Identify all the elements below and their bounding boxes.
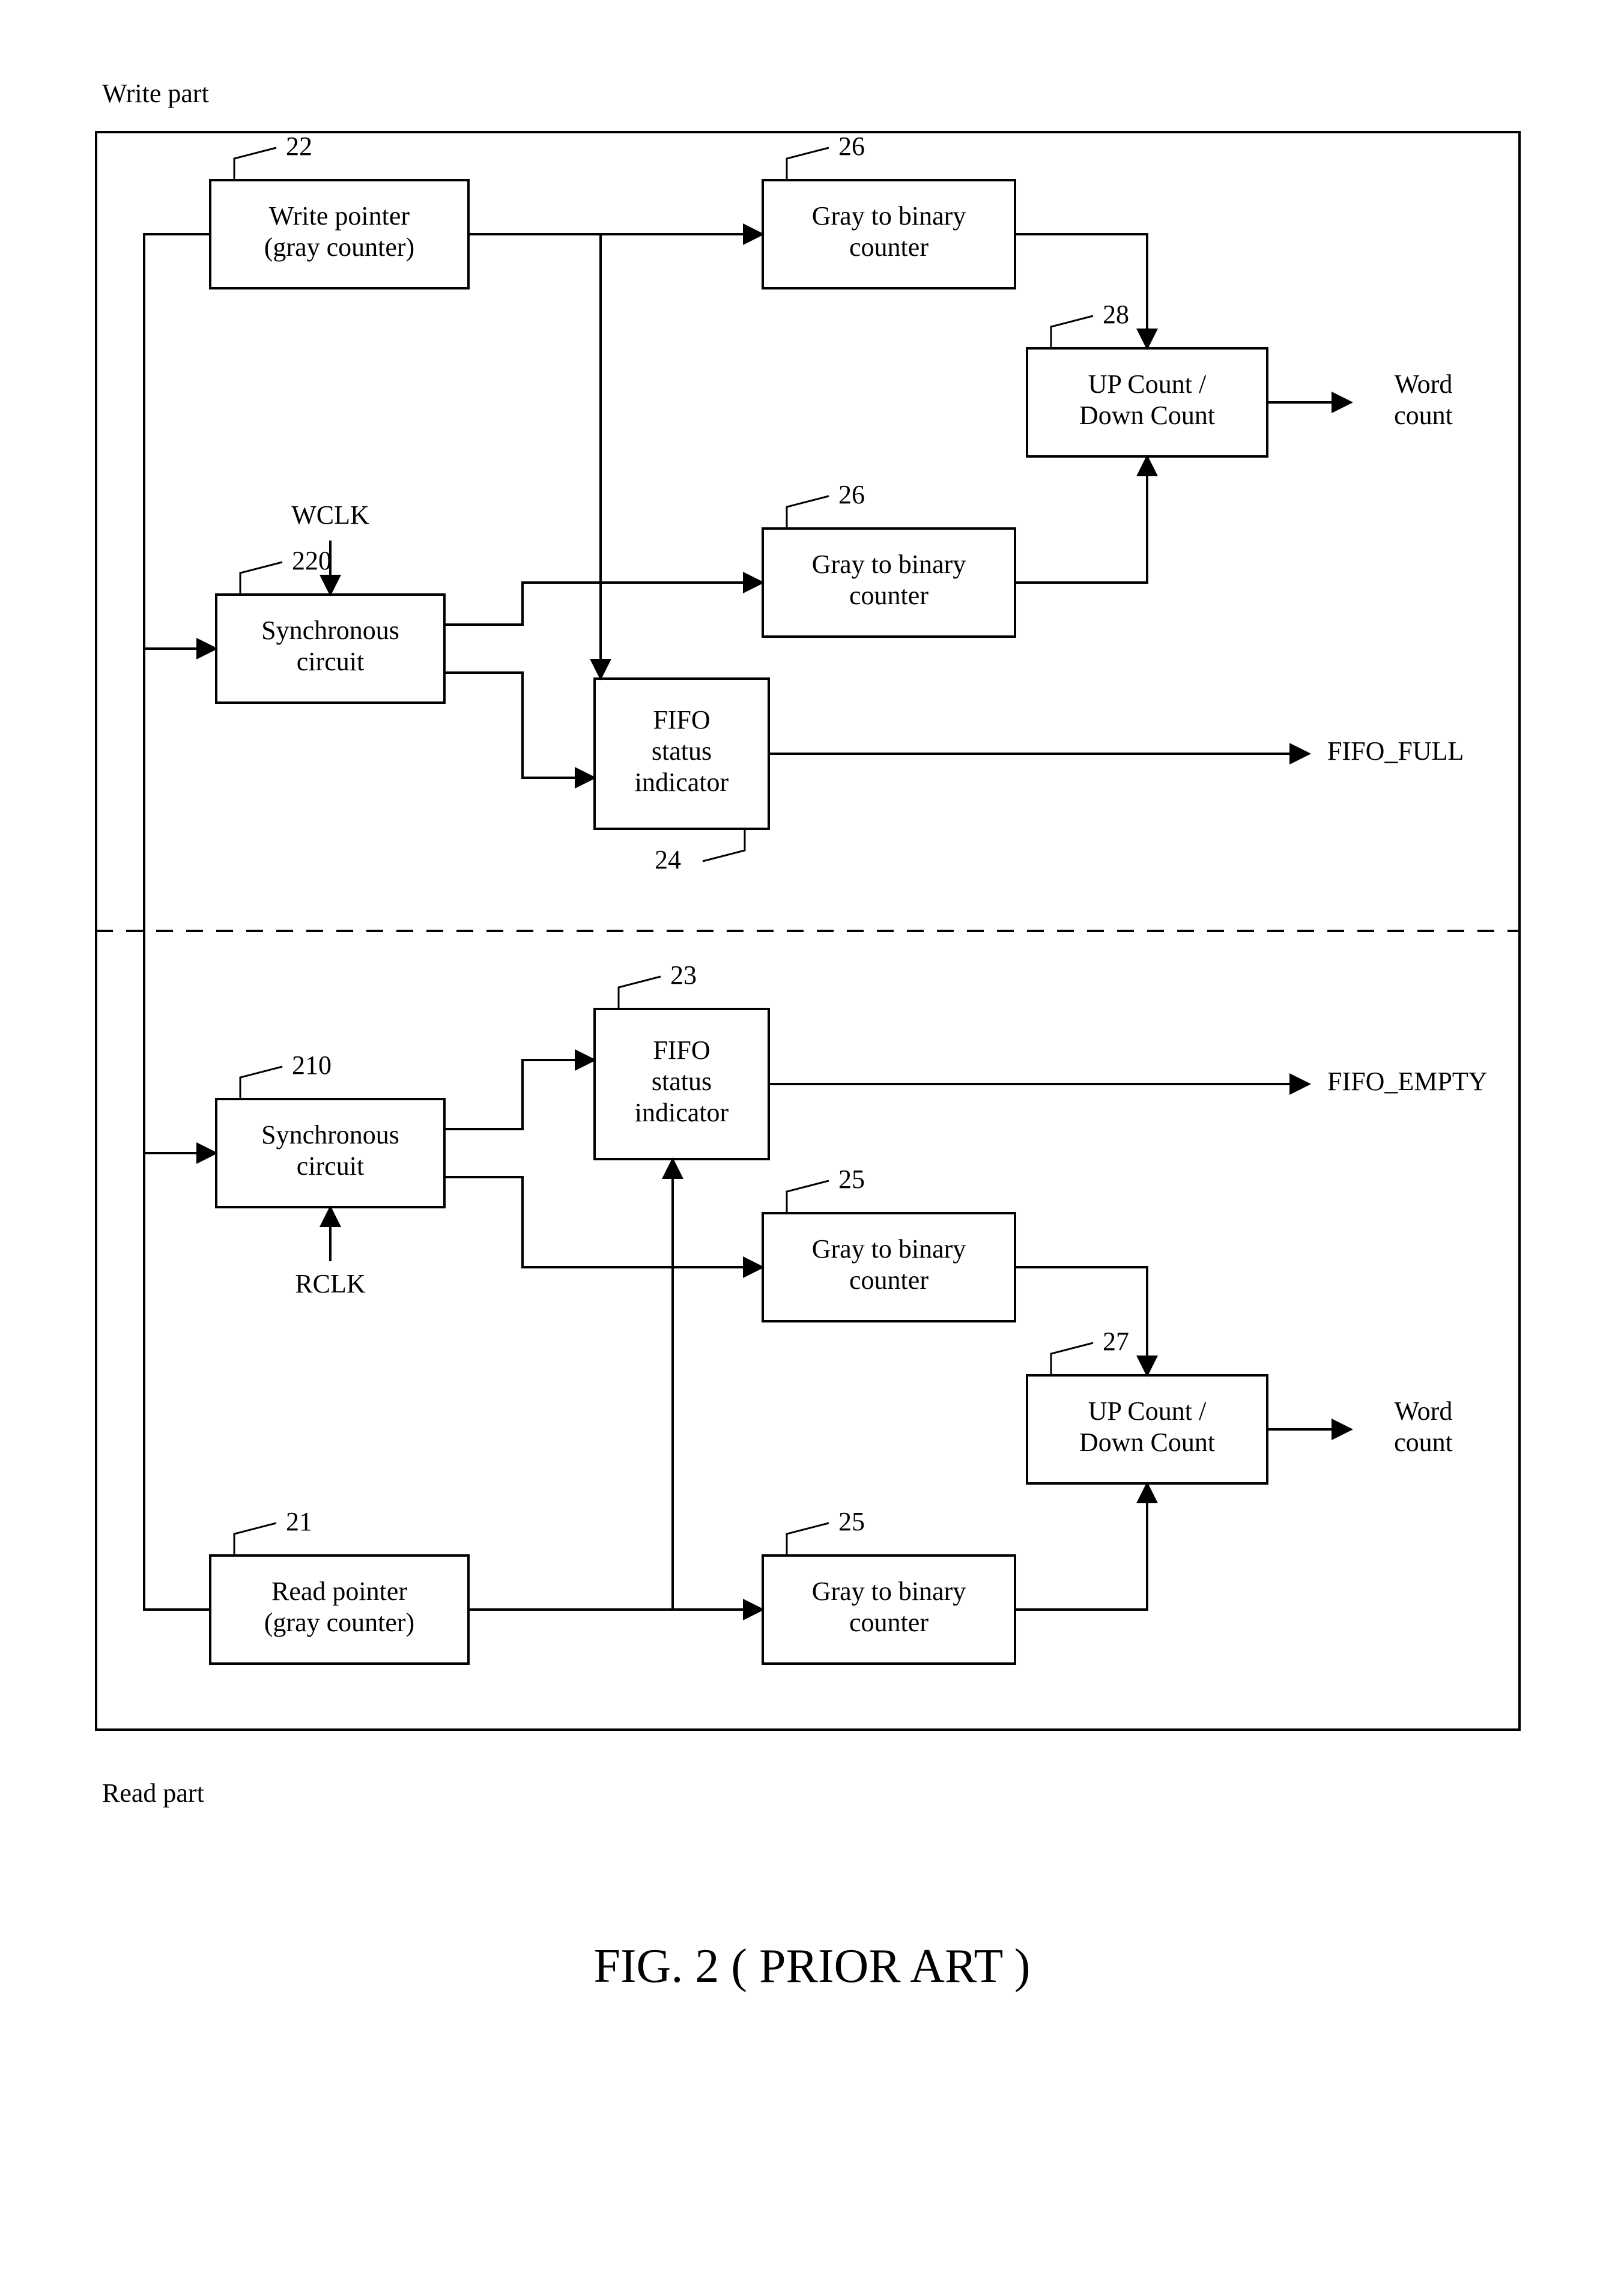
ref-tab: [240, 562, 282, 595]
block-n24-label: status: [652, 736, 712, 766]
wire: [144, 234, 216, 1153]
ref-tab: [240, 1067, 282, 1099]
block-n25a-label: counter: [849, 1265, 929, 1295]
block-n27-label: Down Count: [1079, 1428, 1215, 1457]
wire: [1015, 1483, 1147, 1610]
word-count-label-top: Word: [1395, 369, 1453, 399]
ref-number: 28: [1103, 300, 1129, 329]
ref-number: 25: [838, 1165, 865, 1194]
fifo-full-label: FIFO_FULL: [1327, 736, 1464, 766]
block-n26a-label: Gray to binary: [812, 201, 966, 231]
ref-tab: [1051, 1343, 1093, 1375]
block-n25a-label: Gray to binary: [812, 1234, 966, 1264]
block-n21-label: Read pointer: [271, 1577, 407, 1606]
block-n24-label: indicator: [635, 768, 729, 797]
block-n23-label: status: [652, 1067, 712, 1096]
ref-number: 26: [838, 480, 865, 509]
block-n220-label: Synchronous: [261, 616, 399, 645]
read-part-label: Read part: [102, 1778, 204, 1808]
ref-number: 21: [286, 1507, 312, 1536]
wire: [444, 1060, 595, 1129]
fifo-empty-label: FIFO_EMPTY: [1327, 1067, 1488, 1096]
block-n24-label: FIFO: [653, 705, 710, 735]
ref-tab: [703, 829, 745, 861]
word-count-label-top: count: [1394, 401, 1453, 430]
block-n25b-label: counter: [849, 1608, 929, 1637]
ref-tab: [787, 148, 829, 180]
ref-tab: [787, 1523, 829, 1556]
block-n27-label: UP Count /: [1088, 1396, 1207, 1426]
word-count-label-bottom: count: [1394, 1428, 1453, 1457]
ref-tab: [619, 977, 661, 1009]
ref-number: 220: [292, 546, 332, 575]
ref-tab: [787, 1181, 829, 1213]
block-n21-label: (gray counter): [264, 1608, 414, 1637]
ref-number: 210: [292, 1050, 332, 1080]
block-n23-label: FIFO: [653, 1035, 710, 1065]
ref-number: 23: [670, 960, 697, 990]
block-n23-label: indicator: [635, 1098, 729, 1127]
rclk-label: RCLK: [295, 1269, 366, 1298]
ref-tab: [1051, 316, 1093, 348]
block-n210-label: Synchronous: [261, 1120, 399, 1150]
figure-caption: FIG. 2 ( PRIOR ART ): [593, 1940, 1030, 1993]
wire: [144, 649, 216, 1610]
wire: [444, 673, 595, 778]
ref-number: 27: [1103, 1327, 1129, 1356]
block-n22-label: (gray counter): [264, 232, 414, 262]
ref-number: 25: [838, 1507, 865, 1536]
ref-number: 26: [838, 132, 865, 161]
wire: [444, 1177, 763, 1267]
block-n210-label: circuit: [297, 1151, 364, 1181]
block-n220-label: circuit: [297, 647, 364, 676]
wire: [1015, 234, 1147, 348]
block-n26b-label: Gray to binary: [812, 550, 966, 579]
ref-number: 24: [655, 845, 681, 874]
block-n28-label: UP Count /: [1088, 369, 1207, 399]
write-part-label: Write part: [102, 79, 209, 108]
word-count-label-bottom: Word: [1395, 1396, 1453, 1426]
block-n25b-label: Gray to binary: [812, 1577, 966, 1606]
wire: [1015, 1267, 1147, 1375]
block-n26b-label: counter: [849, 581, 929, 610]
ref-tab: [234, 148, 276, 180]
wclk-label: WCLK: [291, 500, 369, 530]
block-n26a-label: counter: [849, 232, 929, 262]
wire: [1015, 456, 1147, 583]
ref-tab: [787, 496, 829, 529]
block-n28-label: Down Count: [1079, 401, 1215, 430]
block-n22-label: Write pointer: [269, 201, 410, 231]
ref-number: 22: [286, 132, 312, 161]
ref-tab: [234, 1523, 276, 1556]
wire: [444, 583, 763, 625]
